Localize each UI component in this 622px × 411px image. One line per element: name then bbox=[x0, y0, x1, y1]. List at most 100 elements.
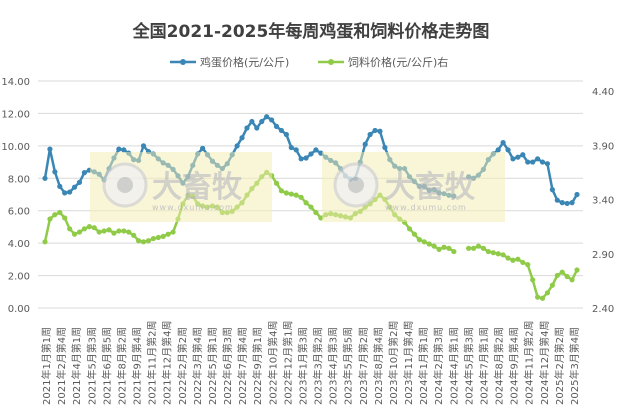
data-point bbox=[431, 243, 437, 249]
data-point bbox=[106, 227, 112, 233]
data-point bbox=[534, 156, 541, 162]
data-point bbox=[67, 226, 73, 232]
data-point bbox=[549, 187, 555, 193]
watermark-text: 大畜牧 bbox=[152, 170, 243, 205]
data-point bbox=[500, 252, 506, 258]
data-point bbox=[421, 239, 427, 245]
data-point bbox=[81, 170, 88, 176]
data-point bbox=[288, 144, 294, 151]
data-point bbox=[313, 147, 319, 153]
data-point bbox=[293, 192, 299, 198]
data-point bbox=[278, 188, 285, 194]
data-point bbox=[520, 152, 526, 158]
right-tick-label: 3.40 bbox=[592, 196, 614, 207]
left-tick-label: 6.00 bbox=[8, 207, 30, 218]
data-point bbox=[515, 154, 521, 160]
data-point bbox=[500, 140, 506, 146]
data-point bbox=[76, 229, 83, 235]
data-point bbox=[160, 233, 166, 239]
data-point bbox=[510, 257, 516, 263]
data-point bbox=[140, 239, 147, 245]
legend: 鸡蛋价格(元/公斤) 饲料价格(元/公斤)右 bbox=[170, 55, 448, 69]
x-tick-label: 2023年3月第2周 bbox=[312, 327, 325, 405]
data-point bbox=[520, 259, 526, 266]
data-point bbox=[554, 197, 560, 203]
data-point bbox=[505, 255, 511, 261]
left-tick-label: 0.00 bbox=[8, 304, 30, 315]
data-point bbox=[406, 226, 413, 232]
data-point bbox=[145, 238, 152, 244]
data-point bbox=[86, 224, 92, 230]
data-point bbox=[165, 231, 171, 237]
data-point bbox=[544, 290, 551, 296]
watermark-url-2: www.dxumu.com bbox=[385, 203, 467, 212]
data-point bbox=[47, 146, 53, 152]
x-tick-label: 2022年6月第3周 bbox=[221, 327, 234, 405]
left-tick-label: 8.00 bbox=[8, 174, 30, 185]
left-tick-label: 10.00 bbox=[1, 142, 30, 153]
data-point bbox=[254, 125, 260, 131]
right-axis-ticks: 2.40 2.90 3.40 3.90 4.40 bbox=[592, 87, 614, 315]
x-tick-label: 2022年7月第4周 bbox=[236, 327, 249, 405]
data-point bbox=[303, 200, 309, 206]
data-point bbox=[57, 209, 63, 216]
data-point bbox=[111, 230, 117, 236]
data-point bbox=[544, 161, 551, 167]
left-tick-label: 12.00 bbox=[1, 109, 30, 120]
data-point bbox=[510, 156, 516, 162]
data-point bbox=[259, 118, 265, 125]
data-point bbox=[116, 146, 122, 152]
right-tick-label: 3.90 bbox=[592, 141, 614, 152]
data-point bbox=[530, 277, 536, 283]
data-point bbox=[313, 209, 319, 216]
data-point bbox=[283, 190, 289, 196]
x-tick-label: 2021年2月第4周 bbox=[55, 327, 68, 405]
data-point bbox=[466, 245, 472, 251]
data-point bbox=[42, 239, 48, 245]
data-point bbox=[121, 228, 127, 234]
data-point bbox=[71, 231, 78, 237]
data-point bbox=[140, 143, 147, 149]
data-point bbox=[539, 159, 546, 165]
data-point bbox=[470, 245, 477, 251]
data-point bbox=[475, 243, 482, 249]
legend-feed-label: 饲料价格(元/公斤)右 bbox=[348, 55, 448, 69]
x-tick-label: 2023年11月第4周 bbox=[402, 320, 415, 405]
x-tick-label: 2024年2月第3周 bbox=[432, 327, 445, 405]
data-point bbox=[150, 235, 156, 242]
data-point bbox=[490, 250, 496, 256]
data-point bbox=[57, 183, 63, 189]
data-point bbox=[273, 180, 280, 186]
legend-feed-marker-icon bbox=[328, 59, 334, 65]
data-point bbox=[67, 189, 73, 195]
data-point bbox=[495, 147, 501, 153]
data-point bbox=[298, 194, 304, 200]
data-point bbox=[62, 215, 68, 221]
data-point bbox=[377, 128, 383, 134]
data-point bbox=[293, 147, 299, 153]
data-point bbox=[76, 179, 83, 185]
data-point bbox=[96, 229, 102, 235]
x-tick-label: 2023年4月第3周 bbox=[327, 327, 340, 405]
data-point bbox=[539, 295, 546, 301]
data-point bbox=[42, 175, 48, 181]
data-point bbox=[382, 144, 388, 151]
x-tick-label: 2022年9月第1周 bbox=[251, 327, 264, 405]
x-tick-label: 2024年12月第4周 bbox=[538, 320, 551, 405]
data-point bbox=[47, 216, 53, 222]
data-point bbox=[101, 228, 107, 234]
right-tick-label: 2.90 bbox=[592, 250, 614, 261]
x-tick-label: 2022年3月第4周 bbox=[191, 327, 204, 405]
data-point bbox=[559, 269, 565, 275]
chart-title: 全国2021-2025年每周鸡蛋和饲料价格走势图 bbox=[132, 21, 490, 42]
x-tick-label: 2023年7月第2周 bbox=[357, 327, 370, 405]
data-point bbox=[81, 226, 88, 232]
data-point bbox=[298, 156, 304, 162]
data-point bbox=[559, 200, 565, 206]
x-tick-label: 2024年1月第1周 bbox=[417, 327, 430, 405]
data-point bbox=[569, 200, 575, 206]
x-tick-label: 2023年5月第5周 bbox=[342, 327, 355, 405]
data-point bbox=[534, 294, 541, 300]
data-point bbox=[411, 231, 418, 237]
watermark-logo-eye-icon-2 bbox=[348, 177, 364, 193]
